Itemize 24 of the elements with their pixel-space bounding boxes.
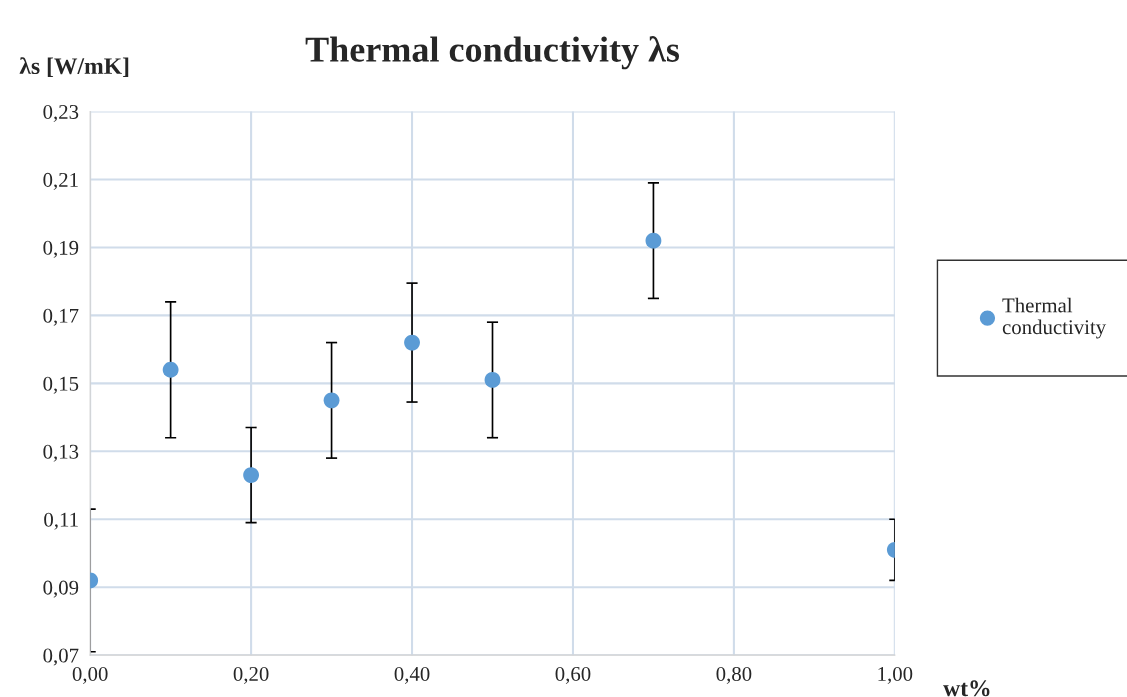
point [484,372,501,388]
point [404,334,420,351]
y-tick-label: 0,23 [43,104,79,122]
y-tick-label: 0,17 [43,308,79,326]
y-tick-label: 0,15 [43,376,79,394]
x-tick-label: 0,20 [233,666,269,684]
x-tick-label: 0,00 [72,666,108,684]
y-axis-title: λs [W/mK] [19,57,129,78]
y-tick-label: 0,07 [43,648,79,666]
x-axis-title: wt% [943,680,990,697]
x-tick-label: 0,40 [394,666,430,684]
point [162,361,179,378]
y-tick-label: 0,19 [43,240,79,258]
y-tick-label: 0,21 [43,172,78,190]
x-tick-label: 1,00 [878,666,913,684]
chart-title: Thermal conductivity λs [305,36,680,70]
y-tick-label: 0,11 [44,512,78,530]
x-tick-label: 0,60 [555,666,591,684]
point [323,392,340,409]
y-tick-label: 0,09 [43,580,79,598]
legend-label: Thermal conductivity [1002,297,1107,339]
x-tick-label: 0,80 [716,666,752,684]
y-tick-label: 0,13 [43,444,79,462]
point [243,467,260,484]
